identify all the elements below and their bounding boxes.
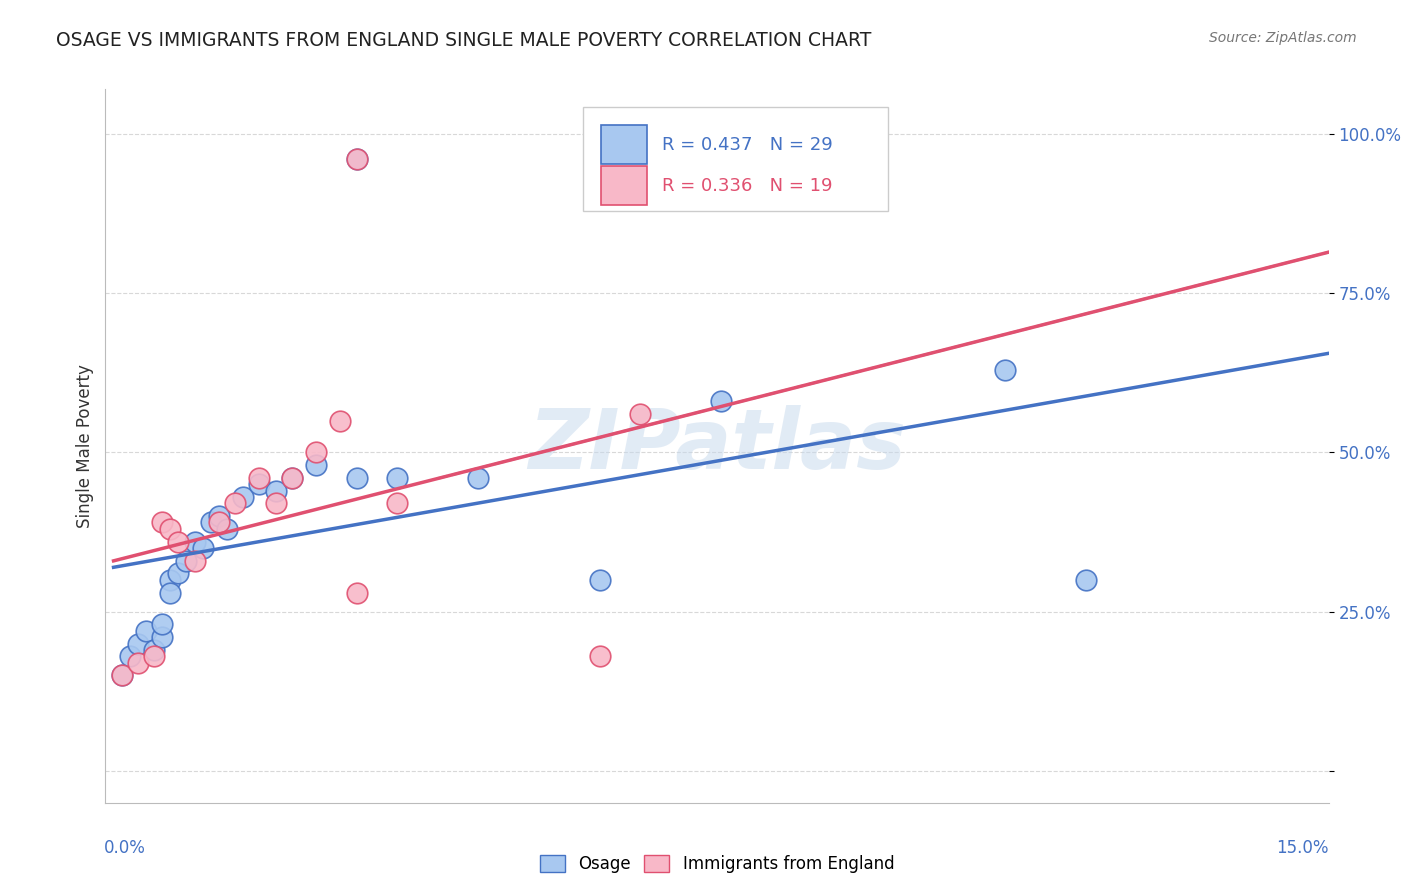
Point [135, 624, 157, 638]
Point [150, 617, 173, 632]
Point [224, 496, 246, 510]
Y-axis label: Single Male Poverty: Single Male Poverty [76, 364, 94, 528]
Point [111, 668, 134, 682]
Point [159, 573, 181, 587]
Point [143, 643, 166, 657]
Point [385, 471, 408, 485]
Point [994, 362, 1017, 376]
Point [1074, 573, 1097, 587]
Point [127, 636, 149, 650]
Text: ZIPatlas: ZIPatlas [529, 406, 905, 486]
Point [628, 407, 651, 421]
Point [281, 471, 304, 485]
Legend: Osage, Immigrants from England: Osage, Immigrants from England [533, 848, 901, 880]
FancyBboxPatch shape [600, 125, 647, 164]
Point [247, 471, 270, 485]
Text: OSAGE VS IMMIGRANTS FROM ENGLAND SINGLE MALE POVERTY CORRELATION CHART: OSAGE VS IMMIGRANTS FROM ENGLAND SINGLE … [56, 31, 872, 50]
Point [329, 413, 352, 427]
Point [215, 522, 238, 536]
Point [191, 541, 214, 555]
Point [159, 522, 181, 536]
Point [183, 534, 205, 549]
Point [167, 566, 190, 581]
Point [127, 656, 149, 670]
Point [588, 649, 610, 664]
Point [281, 471, 304, 485]
Point [167, 534, 190, 549]
Point [183, 554, 205, 568]
Point [208, 516, 231, 530]
Point [710, 394, 733, 409]
Point [346, 471, 368, 485]
Point [208, 509, 231, 524]
Point [588, 573, 610, 587]
Text: R = 0.437   N = 29: R = 0.437 N = 29 [662, 136, 832, 153]
Point [385, 496, 408, 510]
FancyBboxPatch shape [582, 107, 889, 211]
Point [467, 471, 489, 485]
Text: 0.0%: 0.0% [104, 838, 146, 856]
Point [264, 483, 287, 498]
Point [200, 516, 222, 530]
FancyBboxPatch shape [600, 166, 647, 205]
Point [150, 630, 173, 644]
Text: 15.0%: 15.0% [1277, 838, 1329, 856]
Point [264, 496, 287, 510]
Point [143, 649, 166, 664]
Point [346, 153, 368, 167]
Point [159, 585, 181, 599]
Point [305, 445, 328, 459]
Point [305, 458, 328, 472]
Text: Source: ZipAtlas.com: Source: ZipAtlas.com [1209, 31, 1357, 45]
Point [247, 477, 270, 491]
Point [176, 554, 198, 568]
Point [118, 649, 141, 664]
Point [111, 668, 134, 682]
Point [150, 516, 173, 530]
Point [346, 585, 368, 599]
Point [346, 153, 368, 167]
Text: R = 0.336   N = 19: R = 0.336 N = 19 [662, 177, 832, 194]
Point [232, 490, 254, 504]
